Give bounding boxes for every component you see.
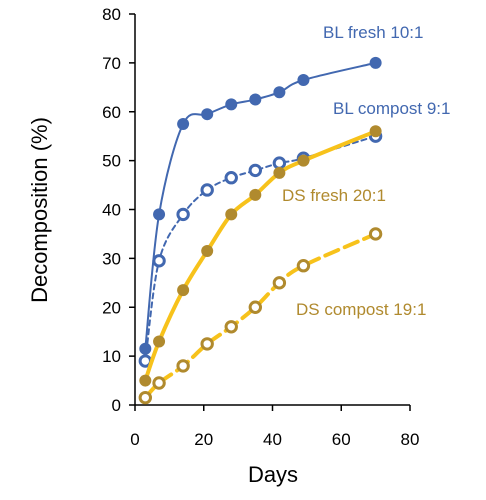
- x-tick-label: 80: [401, 430, 420, 449]
- x-tick-label: 40: [263, 430, 282, 449]
- ds-fresh-point: [249, 188, 262, 201]
- ds-fresh-point: [201, 245, 214, 258]
- bl-compost-point: [176, 207, 190, 222]
- bl-fresh-point: [201, 108, 214, 121]
- ds-compost-label: DS compost 19:1: [296, 300, 426, 319]
- bl-compost-point: [248, 163, 263, 178]
- ds-compost-point: [296, 259, 311, 273]
- y-tick-label: 50: [102, 152, 121, 171]
- bl-compost-point: [272, 156, 287, 170]
- x-tick-label: 20: [194, 430, 213, 449]
- bl-fresh-series: [139, 56, 382, 355]
- y-tick-label: 80: [102, 5, 121, 24]
- ds-fresh-point: [139, 374, 152, 387]
- x-tick-label: 0: [130, 430, 139, 449]
- y-tick-label: 20: [102, 298, 121, 317]
- y-tick-label: 30: [102, 249, 121, 268]
- ds-compost-series: [138, 227, 383, 405]
- bl-fresh-label: BL fresh 10:1: [323, 23, 424, 42]
- ds-fresh-series: [139, 125, 382, 387]
- ds-compost-point: [138, 390, 153, 405]
- x-tick-label: 60: [332, 430, 351, 449]
- ds-compost-point: [224, 320, 238, 334]
- bl-compost-label: BL compost 9:1: [333, 99, 451, 118]
- bl-compost-point: [152, 254, 166, 268]
- ds-compost-point: [248, 300, 263, 314]
- ds-fresh-point: [153, 335, 166, 348]
- bl-fresh-point: [297, 73, 310, 86]
- y-tick-label: 40: [102, 201, 121, 220]
- bl-compost-point: [200, 183, 214, 197]
- bl-fresh-point: [225, 98, 238, 111]
- axes: [134, 14, 410, 406]
- ds-compost-point: [368, 227, 383, 241]
- bl-fresh-point: [249, 93, 262, 106]
- ds-fresh-point: [273, 166, 286, 179]
- y-tick-label: 10: [102, 347, 121, 366]
- bl-fresh-point: [177, 117, 190, 130]
- series-group: [138, 56, 383, 405]
- bl-fresh-point: [139, 342, 152, 355]
- y-tick-label: 0: [112, 396, 121, 415]
- bl-fresh-point: [369, 56, 382, 69]
- ds-fresh-point: [177, 284, 190, 297]
- ds-compost-point: [176, 359, 190, 373]
- ticks: 0 20 40 60 80 0 10 20 30 40 50 60 70 80: [102, 5, 419, 449]
- y-tick-label: 60: [102, 103, 121, 122]
- ds-fresh-point: [297, 154, 310, 167]
- ds-compost-point: [272, 276, 287, 290]
- ds-compost-point: [200, 337, 214, 351]
- bl-fresh-point: [273, 86, 286, 99]
- x-axis-title: Days: [248, 462, 298, 487]
- ds-fresh-label: DS fresh 20:1: [282, 186, 386, 205]
- ds-compost-point: [152, 376, 166, 390]
- series-labels: BL fresh 10:1 BL compost 9:1 DS fresh 20:1…: [282, 23, 451, 319]
- y-axis-title: Decomposition (%): [27, 117, 52, 303]
- bl-compost-point: [224, 171, 238, 185]
- bl-fresh-point: [153, 208, 166, 221]
- ds-fresh-point: [225, 208, 238, 221]
- y-tick-label: 70: [102, 54, 121, 73]
- ds-fresh-point: [369, 125, 382, 138]
